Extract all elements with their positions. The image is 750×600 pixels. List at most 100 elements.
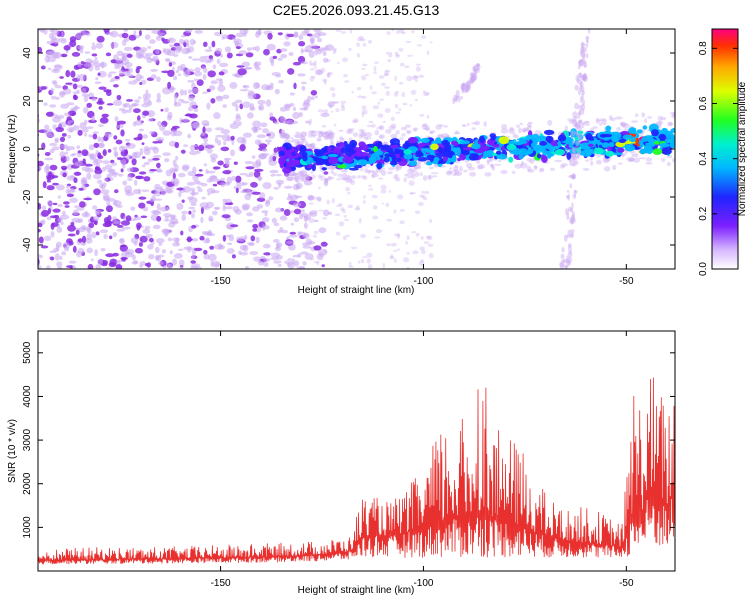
noise-blob	[180, 230, 184, 236]
band-halo-blob	[300, 176, 304, 183]
noise-blob	[38, 46, 43, 54]
noise-blob	[139, 82, 143, 85]
noise-blob	[230, 135, 235, 141]
band-blob	[338, 141, 345, 150]
band-blob	[537, 135, 548, 143]
band-halo-blob	[307, 143, 315, 150]
noise-blob	[264, 139, 272, 143]
noise-blob	[360, 259, 365, 264]
noise-blob	[83, 95, 89, 103]
noise-blob	[92, 216, 100, 222]
noise-blob	[50, 35, 57, 42]
streak_1-blob	[586, 40, 589, 44]
streak_1-blob	[579, 108, 585, 116]
band-halo-blob	[598, 122, 603, 126]
noise-blob	[174, 42, 180, 47]
band-halo-blob	[449, 167, 453, 170]
band-halo-blob	[364, 132, 373, 137]
noise-blob	[231, 101, 238, 107]
noise-blob	[288, 52, 294, 56]
noise-blob	[224, 202, 234, 206]
noise-blob	[373, 65, 377, 72]
noise-blob	[280, 53, 288, 59]
noise-blob	[206, 147, 213, 154]
streak_1-blob	[580, 75, 586, 81]
noise-blob	[252, 206, 260, 212]
noise-blob	[105, 205, 113, 213]
streak_1-blob	[583, 46, 587, 53]
noise-blob	[302, 101, 311, 108]
noise-blob	[338, 221, 345, 227]
streak_1-blob	[568, 259, 571, 266]
colorbar-label: Normalized spectral amplitude	[737, 81, 748, 216]
streak_1-blob	[572, 160, 576, 167]
band-blob	[342, 156, 354, 163]
band-halo-blob	[438, 124, 444, 127]
band-halo-blob	[290, 137, 294, 140]
streak_1-blob	[568, 250, 573, 255]
noise-blob	[388, 190, 392, 193]
noise-blob	[253, 256, 261, 262]
noise-blob	[137, 96, 142, 100]
noise-blob	[205, 237, 210, 243]
heatmap-x-label: Height of straight line (km)	[298, 285, 415, 296]
noise-blob	[31, 166, 35, 171]
streak_1-blob	[581, 93, 584, 101]
streak_2-blob	[470, 75, 476, 83]
streak_2-blob	[475, 63, 480, 67]
noise-blob	[390, 123, 397, 129]
noise-blob	[365, 73, 370, 77]
noise-blob	[381, 202, 385, 205]
noise-blob	[350, 246, 358, 250]
band-halo-blob	[310, 130, 317, 133]
noise-blob	[141, 142, 145, 146]
band-halo-blob	[452, 172, 457, 177]
noise-blob	[262, 224, 266, 231]
band-blob	[486, 149, 495, 158]
noise-blob	[269, 112, 274, 118]
noise-blob	[62, 172, 67, 178]
noise-blob	[168, 62, 173, 67]
streak_1-blob	[587, 29, 591, 34]
noise-blob	[202, 73, 207, 81]
band-halo-blob	[284, 173, 291, 177]
streak_1-blob	[578, 110, 582, 116]
band-blob	[418, 142, 426, 148]
noise-blob	[263, 252, 271, 256]
noise-blob	[167, 111, 173, 119]
noise-blob	[71, 52, 81, 57]
noise-blob	[394, 233, 401, 237]
streak_1-blob	[570, 216, 574, 225]
noise-blob	[349, 179, 356, 186]
noise-blob	[134, 179, 138, 186]
noise-blob	[182, 39, 190, 44]
noise-blob	[360, 38, 366, 42]
noise-blob	[412, 173, 416, 180]
noise-blob	[50, 87, 55, 95]
noise-blob	[118, 69, 125, 76]
band-halo-blob	[585, 159, 590, 162]
noise-blob	[270, 59, 275, 67]
noise-blob	[252, 228, 257, 232]
noise-blob	[241, 188, 251, 193]
band-blob	[647, 136, 654, 143]
streak_1-blob	[560, 253, 565, 260]
noise-blob	[357, 260, 361, 264]
noise-blob	[331, 198, 335, 204]
noise-blob	[142, 156, 146, 159]
band-halo-blob	[521, 128, 527, 132]
noise-blob	[123, 70, 130, 77]
noise-blob	[272, 55, 277, 60]
noise-blob	[50, 95, 57, 100]
noise-blob	[63, 45, 71, 51]
band-halo-blob	[571, 163, 577, 167]
noise-blob	[173, 253, 183, 259]
band-halo-blob	[667, 121, 673, 127]
noise-blob	[110, 59, 117, 64]
band-blob	[391, 153, 396, 161]
streak_1-blob	[579, 79, 583, 88]
band-halo-blob	[340, 176, 347, 180]
noise-blob	[54, 85, 62, 89]
band-halo-blob	[620, 121, 627, 127]
noise-blob	[162, 152, 172, 157]
